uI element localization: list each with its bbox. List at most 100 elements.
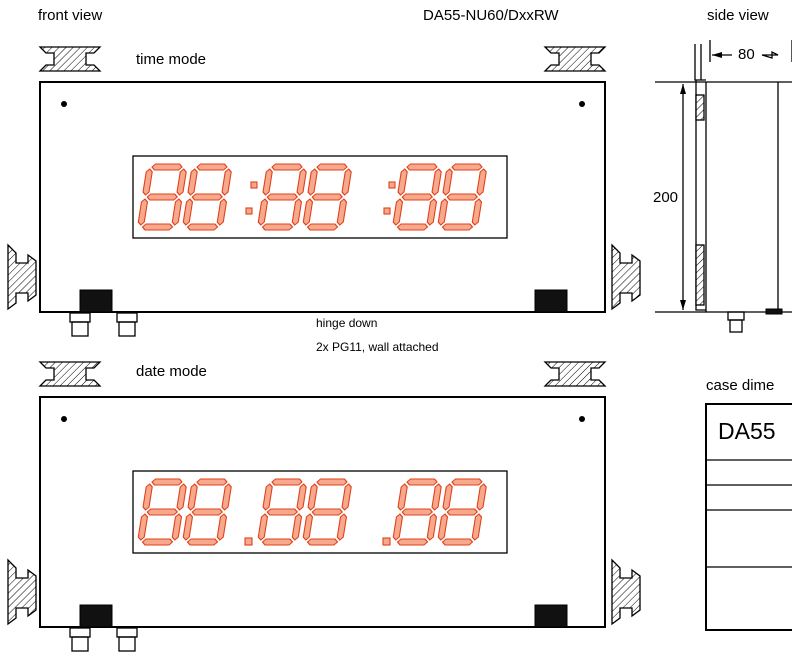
side-view: 80 200: [653, 40, 792, 333]
segment: [446, 193, 479, 201]
note-glands: 2x PG11, wall attached: [316, 340, 439, 354]
segment: [296, 483, 307, 511]
segment: [471, 198, 483, 226]
segment: [137, 198, 149, 226]
hinge: [7, 243, 37, 311]
segment: [171, 198, 183, 226]
segment: [336, 198, 348, 226]
segment: [441, 223, 474, 231]
digit: [392, 163, 442, 231]
segment: [176, 483, 187, 511]
digit: [182, 478, 232, 546]
gland: [71, 636, 89, 652]
segment: [171, 513, 183, 541]
segment: [191, 193, 224, 201]
segment: [142, 168, 153, 196]
segment: [176, 168, 187, 196]
segment: [221, 483, 232, 511]
case-table: case dime DA55: [705, 377, 792, 631]
colon-dot: [383, 207, 391, 215]
segment: [302, 198, 314, 226]
screw: [579, 101, 585, 107]
segment: [262, 168, 273, 196]
screw: [579, 416, 585, 422]
segment: [291, 513, 303, 541]
note-hinge: hinge down: [316, 316, 377, 330]
segment: [476, 168, 487, 196]
segment: [266, 508, 299, 516]
segment: [451, 478, 483, 486]
segment: [396, 538, 429, 546]
segment: [316, 163, 348, 171]
hinge-block: [79, 604, 113, 628]
period-dot: [244, 537, 253, 546]
segment: [187, 483, 198, 511]
screw: [61, 101, 67, 107]
segment: [257, 198, 269, 226]
housing: [39, 396, 606, 628]
digit: [137, 478, 187, 546]
segment: [316, 478, 348, 486]
case-head: DA55: [718, 418, 776, 444]
front-panels: [7, 46, 641, 652]
segment: [341, 483, 352, 511]
segment: [146, 193, 179, 201]
housing: [39, 81, 606, 313]
segment: [336, 513, 348, 541]
segment: [137, 513, 149, 541]
side-view-label: side view: [707, 7, 769, 24]
segment: [397, 483, 408, 511]
hinge-block: [79, 289, 113, 313]
segment: [142, 483, 153, 511]
segment: [437, 513, 449, 541]
hinge-block: [534, 289, 568, 313]
front-view-label: front view: [38, 7, 102, 24]
time-mode-label: time mode: [136, 51, 206, 68]
segment: [406, 163, 438, 171]
segment: [296, 168, 307, 196]
side-height: 200: [653, 189, 678, 206]
segment: [397, 168, 408, 196]
screw: [61, 416, 67, 422]
gland: [69, 312, 91, 323]
segment: [271, 163, 303, 171]
segment: [311, 508, 344, 516]
segment: [401, 193, 434, 201]
digit: [182, 163, 232, 231]
colon-dot: [250, 181, 258, 189]
segment: [392, 513, 404, 541]
segment: [216, 198, 228, 226]
gland: [116, 627, 138, 638]
display-window: [132, 155, 508, 239]
segment: [271, 478, 303, 486]
segment: [221, 168, 232, 196]
segment: [396, 223, 429, 231]
segment: [291, 198, 303, 226]
gland: [71, 321, 89, 337]
digit: [302, 478, 352, 546]
segment: [261, 223, 294, 231]
segment: [442, 168, 453, 196]
gland: [116, 312, 138, 323]
segment: [341, 168, 352, 196]
segment: [426, 198, 438, 226]
segment: [186, 223, 219, 231]
segment: [401, 508, 434, 516]
segment: [471, 513, 483, 541]
gland: [118, 321, 136, 337]
segment: [431, 168, 442, 196]
segment: [186, 538, 219, 546]
segment: [261, 538, 294, 546]
bracket: [38, 361, 102, 387]
hinge: [611, 243, 641, 311]
model-label: DA55-NU60/DxxRW: [423, 7, 559, 24]
bracket: [543, 361, 607, 387]
segment: [307, 483, 318, 511]
segment: [182, 513, 194, 541]
segment: [426, 513, 438, 541]
segment: [187, 168, 198, 196]
digit: [257, 478, 307, 546]
segment: [311, 193, 344, 201]
hinge: [7, 558, 37, 626]
digit: [437, 163, 487, 231]
